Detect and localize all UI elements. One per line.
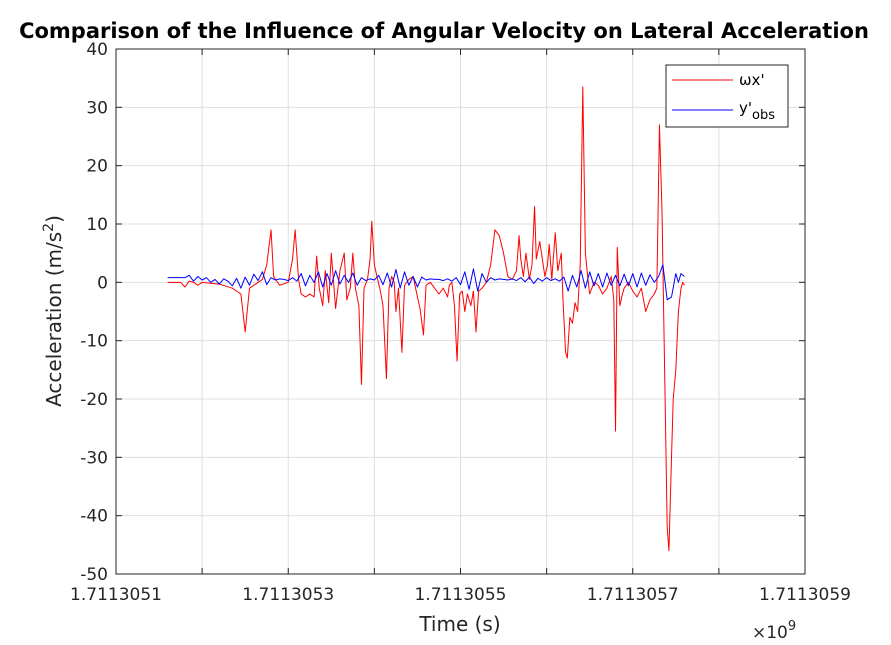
y-tick-label: 0 xyxy=(97,273,108,293)
y-tick-labels: -50 -40 -30 -20 -10 0 10 20 30 40 xyxy=(80,40,108,585)
x-exponent-base: ×10 xyxy=(752,623,788,643)
x-exponent-power: 9 xyxy=(788,619,796,634)
y-tick-label: 10 xyxy=(86,215,108,235)
tick-marks xyxy=(115,48,806,575)
y-axis-label: Acceleration (m/s2) xyxy=(41,215,66,407)
x-tick-label: 1.7113051 xyxy=(70,585,162,605)
legend-yobs-main: y' xyxy=(739,99,752,117)
chart-title: Comparison of the Influence of Angular V… xyxy=(19,19,869,43)
y-tick-label: 20 xyxy=(86,157,108,177)
y-tick-label: -10 xyxy=(80,332,108,352)
x-axis-exponent: ×109 xyxy=(752,619,796,643)
y-tick-label: -20 xyxy=(80,390,108,410)
y-tick-label: -50 xyxy=(80,565,108,585)
x-tick-label: 1.7113057 xyxy=(587,585,679,605)
y-axis-label-end: ) xyxy=(42,215,66,223)
x-tick-label: 1.7113059 xyxy=(759,585,851,605)
y-axis-label-base: Acceleration (m/s xyxy=(42,232,66,407)
series-omega-x-line xyxy=(167,86,685,552)
y-tick-label: -40 xyxy=(80,507,108,527)
x-tick-label: 1.7113053 xyxy=(242,585,334,605)
y-tick-label: 30 xyxy=(86,98,108,118)
y-tick-label: -30 xyxy=(80,448,108,468)
legend-box xyxy=(665,64,789,128)
y-tick-label: 40 xyxy=(86,40,108,60)
legend-label-omega: ωx' xyxy=(739,71,765,89)
legend-label-yobs: y'obs xyxy=(739,99,775,123)
series-layer xyxy=(167,86,685,552)
x-tick-labels: 1.7113051 1.7113053 1.7113055 1.7113057 1.71… xyxy=(70,585,851,605)
x-axis-label: Time (s) xyxy=(418,612,500,636)
series-y-obs-line xyxy=(167,264,685,301)
x-tick-label: 1.7113055 xyxy=(415,585,507,605)
legend: ωx' y'obs xyxy=(665,64,789,128)
y-axis-label-sup: 2 xyxy=(41,223,57,232)
legend-yobs-sub: obs xyxy=(752,108,775,123)
